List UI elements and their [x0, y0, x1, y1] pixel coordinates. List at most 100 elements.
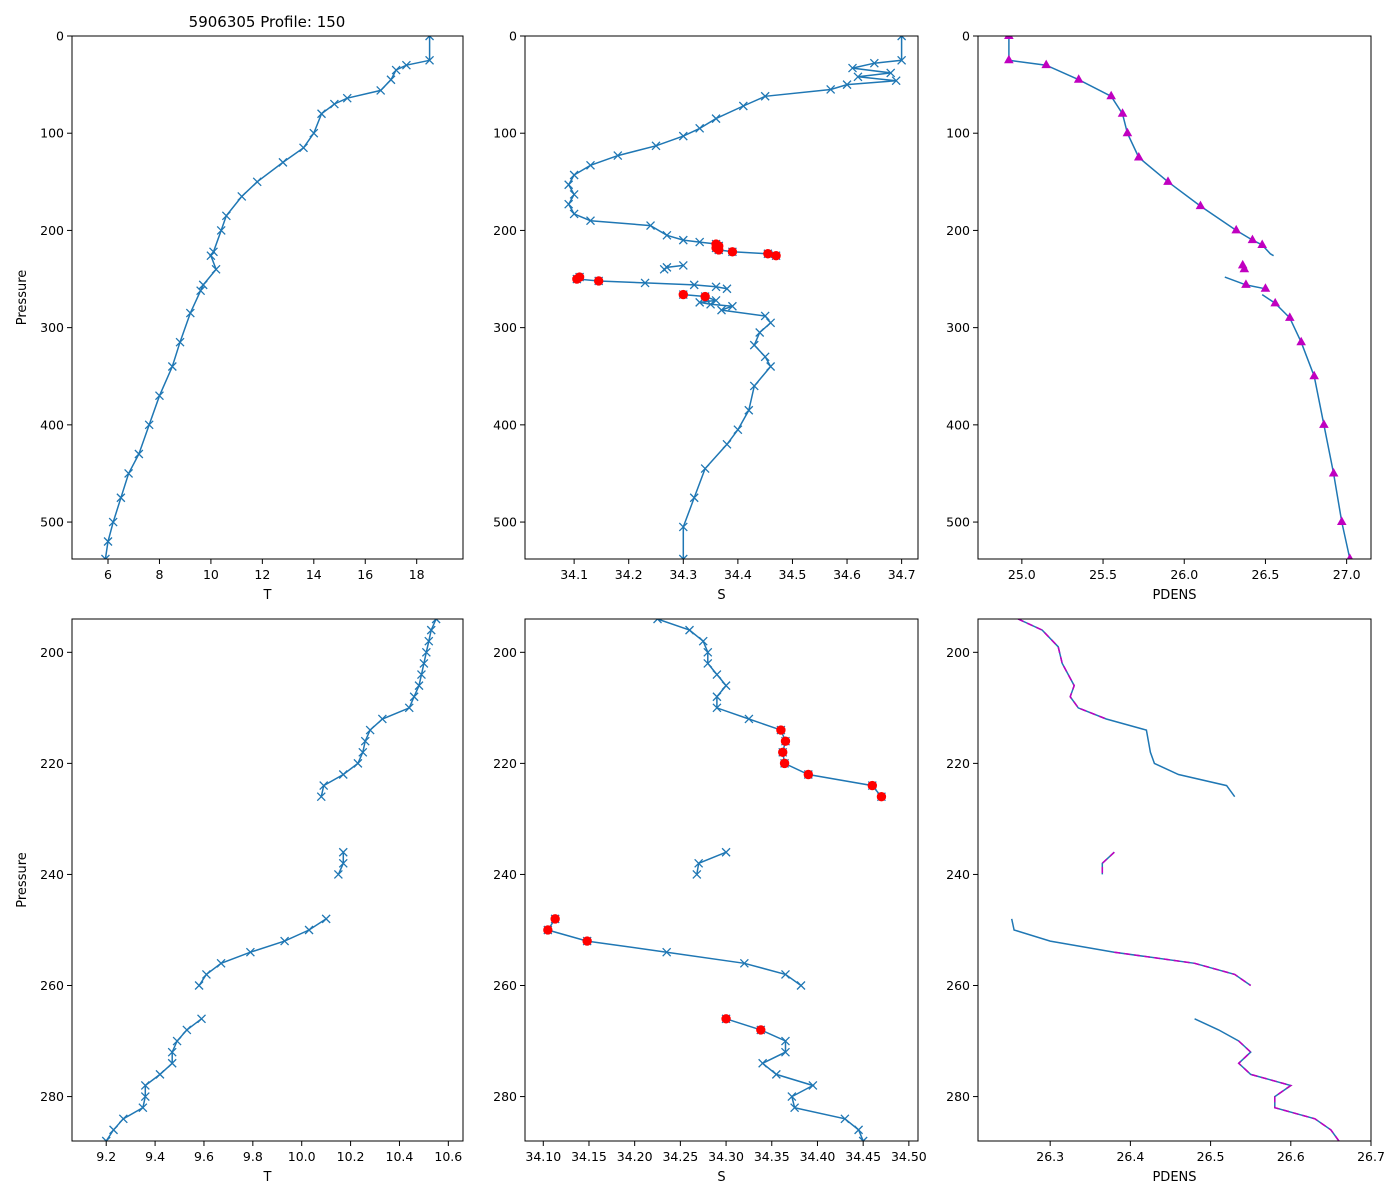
y-tick-label: 220 [40, 756, 64, 771]
data-point-s [717, 305, 726, 315]
series-line-pdens [1010, 918, 1252, 987]
axes-frame [977, 35, 1372, 560]
data-point-t [353, 758, 363, 768]
data-point-t [316, 792, 326, 802]
data-point-t [278, 157, 288, 167]
data-point-t [175, 337, 185, 347]
data-point-pdens-flagged [1346, 553, 1353, 559]
data-point-pdens-flagged [1285, 312, 1295, 321]
y-tick-label: 500 [493, 515, 517, 530]
data-point-s [722, 284, 732, 294]
data-point-t [424, 636, 434, 646]
flagged-point [876, 792, 887, 802]
x-tick-label: 8 [155, 567, 163, 582]
data-point-s [790, 1103, 800, 1113]
data-point-s [678, 522, 688, 532]
data-point-t [101, 1136, 111, 1141]
data-point-t [404, 703, 414, 713]
data-point-s [848, 63, 857, 73]
series-line-pdens-flagged [1101, 851, 1115, 875]
data-point-t [245, 947, 255, 957]
data-point-t [419, 658, 429, 668]
y-tick-label: 0 [56, 29, 64, 44]
data-point-s [760, 352, 770, 362]
y-tick-label: 200 [40, 645, 64, 660]
data-point-pdens-flagged [1257, 239, 1267, 249]
x-tick-label: 34.40 [800, 1149, 836, 1164]
data-point-s [840, 1114, 850, 1124]
data-point-s [586, 160, 595, 170]
data-point-t [401, 60, 411, 70]
data-point-t [342, 93, 352, 103]
data-point-pdens-flagged [1336, 516, 1347, 526]
data-point-s [698, 636, 708, 646]
flagged-point [550, 914, 560, 924]
axes-frame [524, 35, 919, 560]
x-tick-label: 26.5 [1252, 567, 1280, 582]
x-tick-label: 12 [254, 567, 270, 582]
y-tick-label: 500 [40, 515, 64, 530]
series-line-pdens [1008, 36, 1274, 257]
data-point-s [712, 703, 722, 713]
y-tick-label: 100 [40, 126, 64, 141]
data-point-s [808, 1081, 818, 1090]
x-tick-label: 10.6 [434, 1149, 462, 1164]
data-point-s [689, 493, 699, 503]
data-point-s [613, 151, 623, 161]
x-tick-label: 34.7 [888, 567, 916, 582]
data-point-pdens-flagged [1296, 336, 1306, 346]
flagged-point [543, 925, 553, 935]
data-point-s [842, 80, 852, 90]
data-point-t [421, 647, 431, 657]
data-point-s [796, 981, 806, 990]
data-point-s [739, 958, 749, 968]
data-point-t [333, 869, 343, 879]
flagged-point [803, 769, 814, 780]
data-point-s [897, 36, 907, 41]
plot-area [100, 36, 435, 559]
y-tick-label: 300 [946, 320, 970, 335]
y-tick-label: 0 [509, 29, 517, 44]
x-axis-label: T [263, 1170, 272, 1185]
x-tick-label: 25.0 [1008, 567, 1036, 582]
data-point-pdens-flagged [1319, 419, 1329, 428]
data-point-t [216, 225, 226, 235]
data-point-t [155, 1069, 165, 1079]
x-tick-label: 9.8 [243, 1149, 263, 1164]
flagged-point [582, 936, 592, 946]
data-point-t [103, 537, 113, 546]
data-point-t [140, 1081, 150, 1090]
y-tick-label: 200 [493, 645, 517, 660]
data-point-pdens-flagged [1133, 152, 1144, 161]
y-axis-label: Pressure [15, 270, 30, 326]
series-line-pdens-flagged [1114, 951, 1252, 987]
data-point-s [678, 554, 688, 559]
x-tick-label: 9.2 [96, 1149, 116, 1164]
data-point-s [722, 439, 732, 449]
data-point-s [569, 189, 579, 199]
data-point-s [749, 340, 759, 350]
data-point-t [194, 981, 204, 990]
x-tick-label: 34.2 [615, 567, 643, 582]
data-point-t [425, 55, 435, 65]
data-point-pdens-flagged [1309, 370, 1319, 380]
data-point-t [409, 692, 419, 702]
data-point-s [766, 318, 776, 328]
x-tick-label: 10.2 [337, 1149, 365, 1164]
y-tick-label: 300 [493, 320, 517, 335]
y-tick-label: 400 [40, 417, 64, 432]
data-point-t [167, 1058, 177, 1068]
series-line-pdens-flagged [1017, 619, 1107, 720]
x-tick-label: 26.5 [1197, 1149, 1225, 1164]
data-point-pdens-flagged [1241, 279, 1251, 288]
data-point-t [365, 725, 375, 735]
figure-title: 5906305 Profile: 150 [189, 13, 346, 31]
series-line-pdens [1194, 1018, 1340, 1141]
data-point-s [755, 328, 765, 337]
x-tick-label: 26.3 [1036, 1149, 1064, 1164]
flagged-point [763, 249, 773, 259]
y-tick-label: 240 [493, 867, 517, 882]
data-point-pdens-flagged [1122, 127, 1133, 137]
x-tick-label: 10.0 [288, 1149, 316, 1164]
data-point-t [280, 936, 290, 946]
